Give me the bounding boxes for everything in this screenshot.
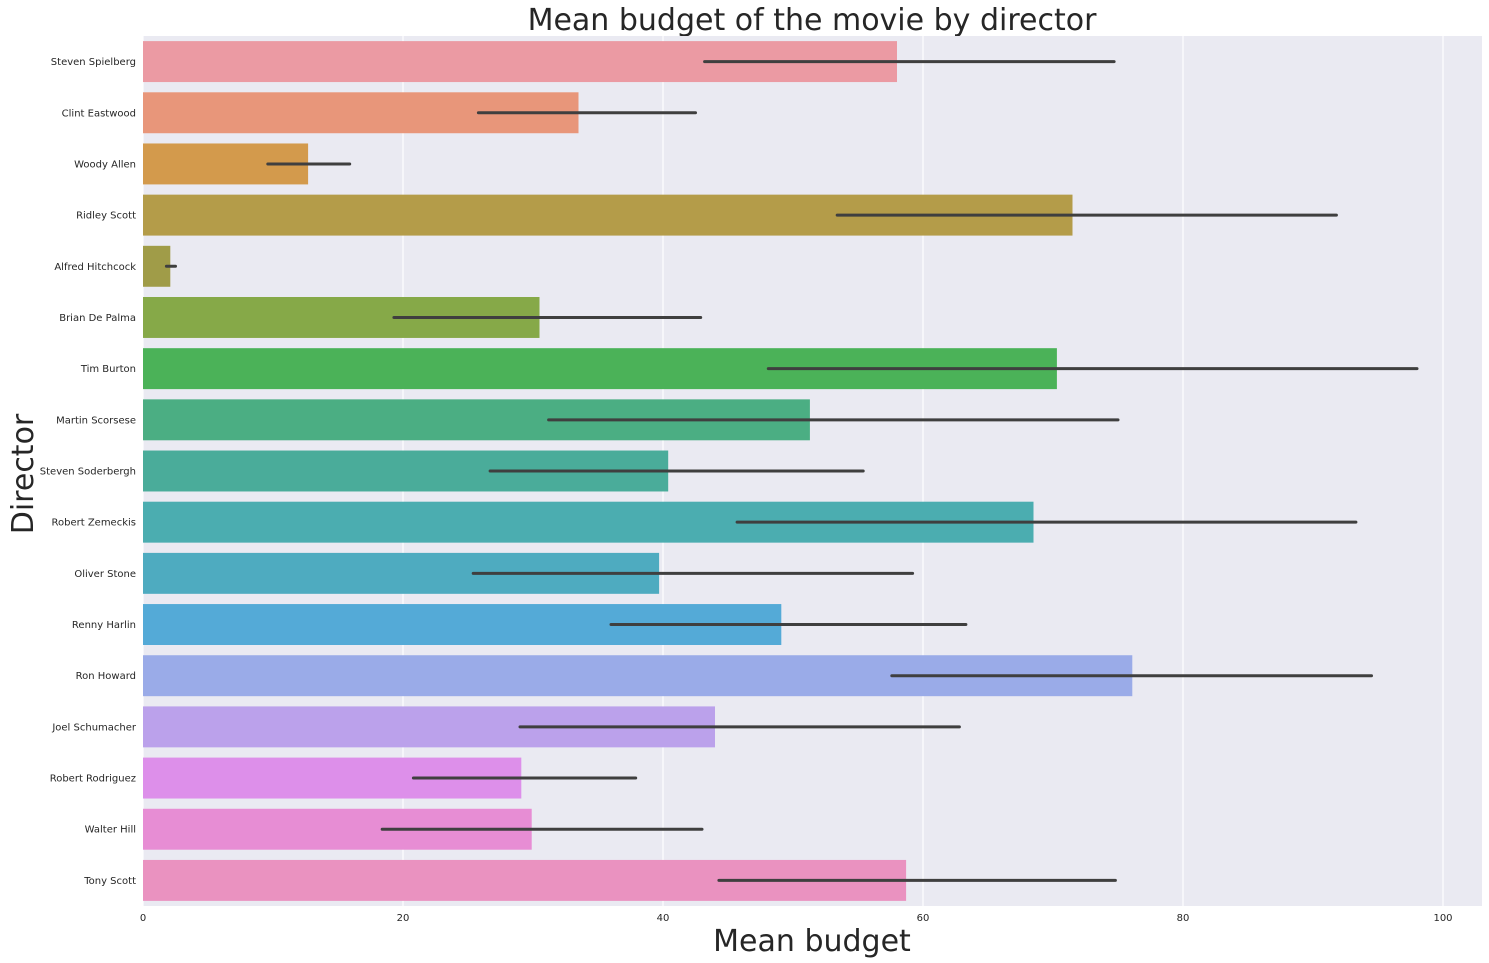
- y-tick-label-renny-harlin: Renny Harlin: [72, 620, 136, 631]
- y-axis-label: Director: [6, 413, 41, 534]
- y-tick-label-walter-hill: Walter Hill: [85, 825, 136, 836]
- x-tick-label-80: 80: [1177, 913, 1190, 924]
- x-tick-label-100: 100: [1433, 913, 1452, 924]
- y-tick-label-alfred-hitchcock: Alfred Hitchcock: [54, 262, 136, 273]
- y-tick-label-tony-scott: Tony Scott: [83, 876, 136, 887]
- y-tick-label-clint-eastwood: Clint Eastwood: [62, 108, 136, 119]
- x-tick-label-60: 60: [917, 913, 930, 924]
- y-tick-label-robert-zemeckis: Robert Zemeckis: [51, 518, 136, 529]
- y-tick-label-woody-allen: Woody Allen: [74, 159, 136, 170]
- y-tick-label-ridley-scott: Ridley Scott: [76, 211, 136, 222]
- y-tick-label-oliver-stone: Oliver Stone: [74, 569, 136, 580]
- x-tick-label-20: 20: [397, 913, 410, 924]
- x-tick-label-0: 0: [140, 913, 146, 924]
- chart-title: Mean budget of the movie by director: [528, 3, 1098, 38]
- y-tick-labels: Steven Spielberg Clint Eastwood Woody Alle…: [40, 57, 137, 887]
- y-tick-label-brian-de-palma: Brian De Palma: [59, 313, 136, 324]
- y-tick-label-steven-spielberg: Steven Spielberg: [51, 57, 136, 68]
- y-tick-label-martin-scorsese: Martin Scorsese: [56, 415, 136, 426]
- x-axis-label: Mean budget: [713, 924, 911, 959]
- x-tick-labels: 0 20 40 60 80 100: [140, 913, 1453, 924]
- x-tick-label-40: 40: [657, 913, 670, 924]
- y-tick-label-joel-schumacher: Joel Schumacher: [51, 722, 137, 733]
- y-tick-label-ron-howard: Ron Howard: [76, 671, 136, 682]
- y-tick-label-steven-soderbergh: Steven Soderbergh: [40, 467, 136, 478]
- error-bars: [164, 60, 1419, 882]
- y-tick-label-robert-rodriguez: Robert Rodriguez: [50, 774, 136, 785]
- y-tick-label-tim-burton: Tim Burton: [80, 364, 136, 375]
